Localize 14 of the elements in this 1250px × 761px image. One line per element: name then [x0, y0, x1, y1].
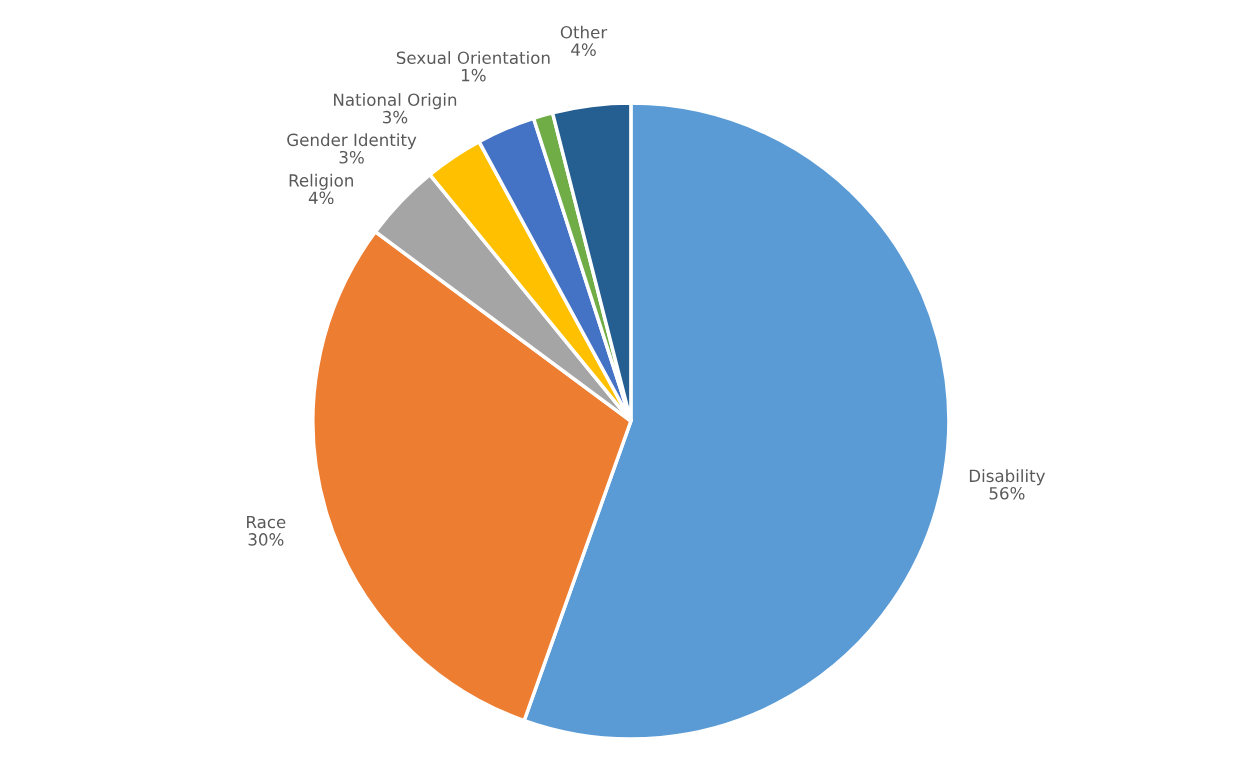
slice-label: Religion	[289, 173, 353, 190]
slice-label: Gender Identity	[287, 133, 417, 150]
data-label: 4%	[308, 191, 334, 205]
data-label: 30%	[248, 533, 284, 546]
slice-label: Other	[560, 25, 608, 39]
data-label: 1%	[461, 68, 486, 82]
data-label: 3%	[383, 110, 408, 124]
slice-label: National Origin	[334, 93, 457, 110]
slice-label: Race	[247, 515, 286, 529]
data-label: 56%	[989, 486, 1025, 500]
slice-label: Disability	[969, 469, 1046, 486]
data-label: 3%	[339, 150, 364, 164]
data-label: 4%	[571, 43, 596, 56]
slice-label: Sexual Orientation	[396, 51, 550, 65]
